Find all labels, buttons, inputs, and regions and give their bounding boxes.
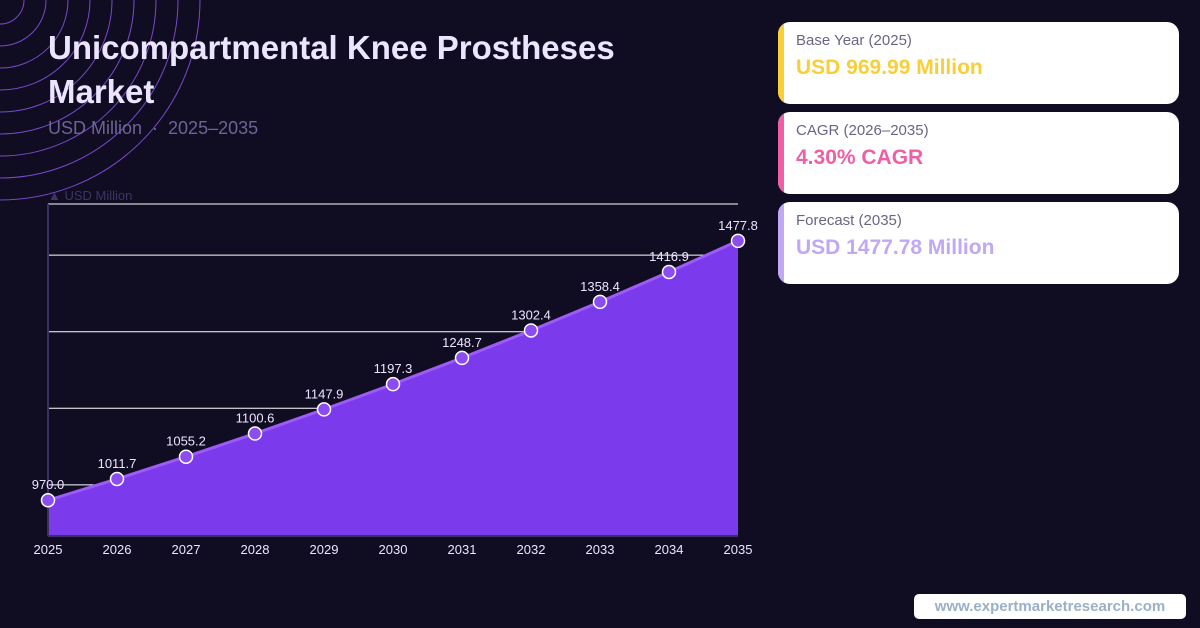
data-point xyxy=(247,426,263,441)
card-value: USD 969.99 Million xyxy=(796,56,983,79)
data-label: 1477.8 xyxy=(718,218,758,233)
data-point xyxy=(40,492,56,508)
card-label: Forecast (2035) xyxy=(796,212,902,229)
x-tick-label: 2032 xyxy=(517,542,546,557)
x-tick-label: 2031 xyxy=(448,542,477,557)
forecast-card: Forecast (2035) USD 1477.78 Million xyxy=(778,202,1179,284)
card-label: Base Year (2025) xyxy=(796,32,912,49)
x-tick-label: 2034 xyxy=(655,542,684,557)
x-tick-label: 2027 xyxy=(172,542,201,557)
data-point xyxy=(592,294,608,310)
card-accent-bar xyxy=(778,202,784,284)
x-tick-label: 2035 xyxy=(724,542,753,557)
x-tick-label: 2029 xyxy=(310,542,339,557)
data-label: 1011.7 xyxy=(98,456,137,471)
page-title: Unicompartmental Knee Prostheses Market xyxy=(48,29,615,110)
data-point xyxy=(109,471,125,487)
card-accent-bar xyxy=(778,112,784,194)
base-year-card: Base Year (2025) USD 969.99 Million xyxy=(778,22,1179,104)
data-label: 970.0 xyxy=(32,477,65,492)
data-label: 1055.2 xyxy=(166,434,206,449)
x-tick-label: 2025 xyxy=(34,542,63,557)
card-accent-bar xyxy=(778,22,784,104)
data-point xyxy=(730,233,746,249)
data-point xyxy=(523,323,539,338)
data-label: 1147.9 xyxy=(305,386,344,401)
y-axis-label: ▲ USD Million xyxy=(48,188,132,203)
card-value: USD 1477.78 Million xyxy=(796,236,995,259)
x-tick-label: 2033 xyxy=(586,542,615,557)
card-value: 4.30% CAGR xyxy=(796,146,924,169)
data-label: 1100.6 xyxy=(236,411,275,426)
subtitle-unit: USD Million xyxy=(48,118,143,138)
data-label: 1416.9 xyxy=(649,249,689,264)
data-point xyxy=(385,376,401,392)
data-label: 1358.4 xyxy=(580,279,620,294)
source-link[interactable]: www.expertmarketresearch.com xyxy=(914,594,1186,619)
data-point xyxy=(661,264,677,280)
area-chart: ▲ USD Million 970.0 1011.7 1055.2 1100.6 1147… xyxy=(32,188,758,557)
subtitle: USD Million · 2025–2035 xyxy=(48,118,258,139)
card-label: CAGR (2026–2035) xyxy=(796,122,929,139)
data-point xyxy=(178,449,194,464)
subtitle-separator: · xyxy=(152,118,159,138)
data-label: 1248.7 xyxy=(442,335,482,350)
data-label: 1302.4 xyxy=(511,307,551,322)
data-point xyxy=(316,402,332,417)
cagr-card: CAGR (2026–2035) 4.30% CAGR xyxy=(778,112,1179,194)
x-tick-label: 2030 xyxy=(379,542,408,557)
x-tick-label: 2028 xyxy=(241,542,270,557)
subtitle-period: 2025–2035 xyxy=(168,118,259,138)
data-point xyxy=(454,350,470,366)
data-label: 1197.3 xyxy=(374,361,413,376)
x-tick-label: 2026 xyxy=(103,542,132,557)
